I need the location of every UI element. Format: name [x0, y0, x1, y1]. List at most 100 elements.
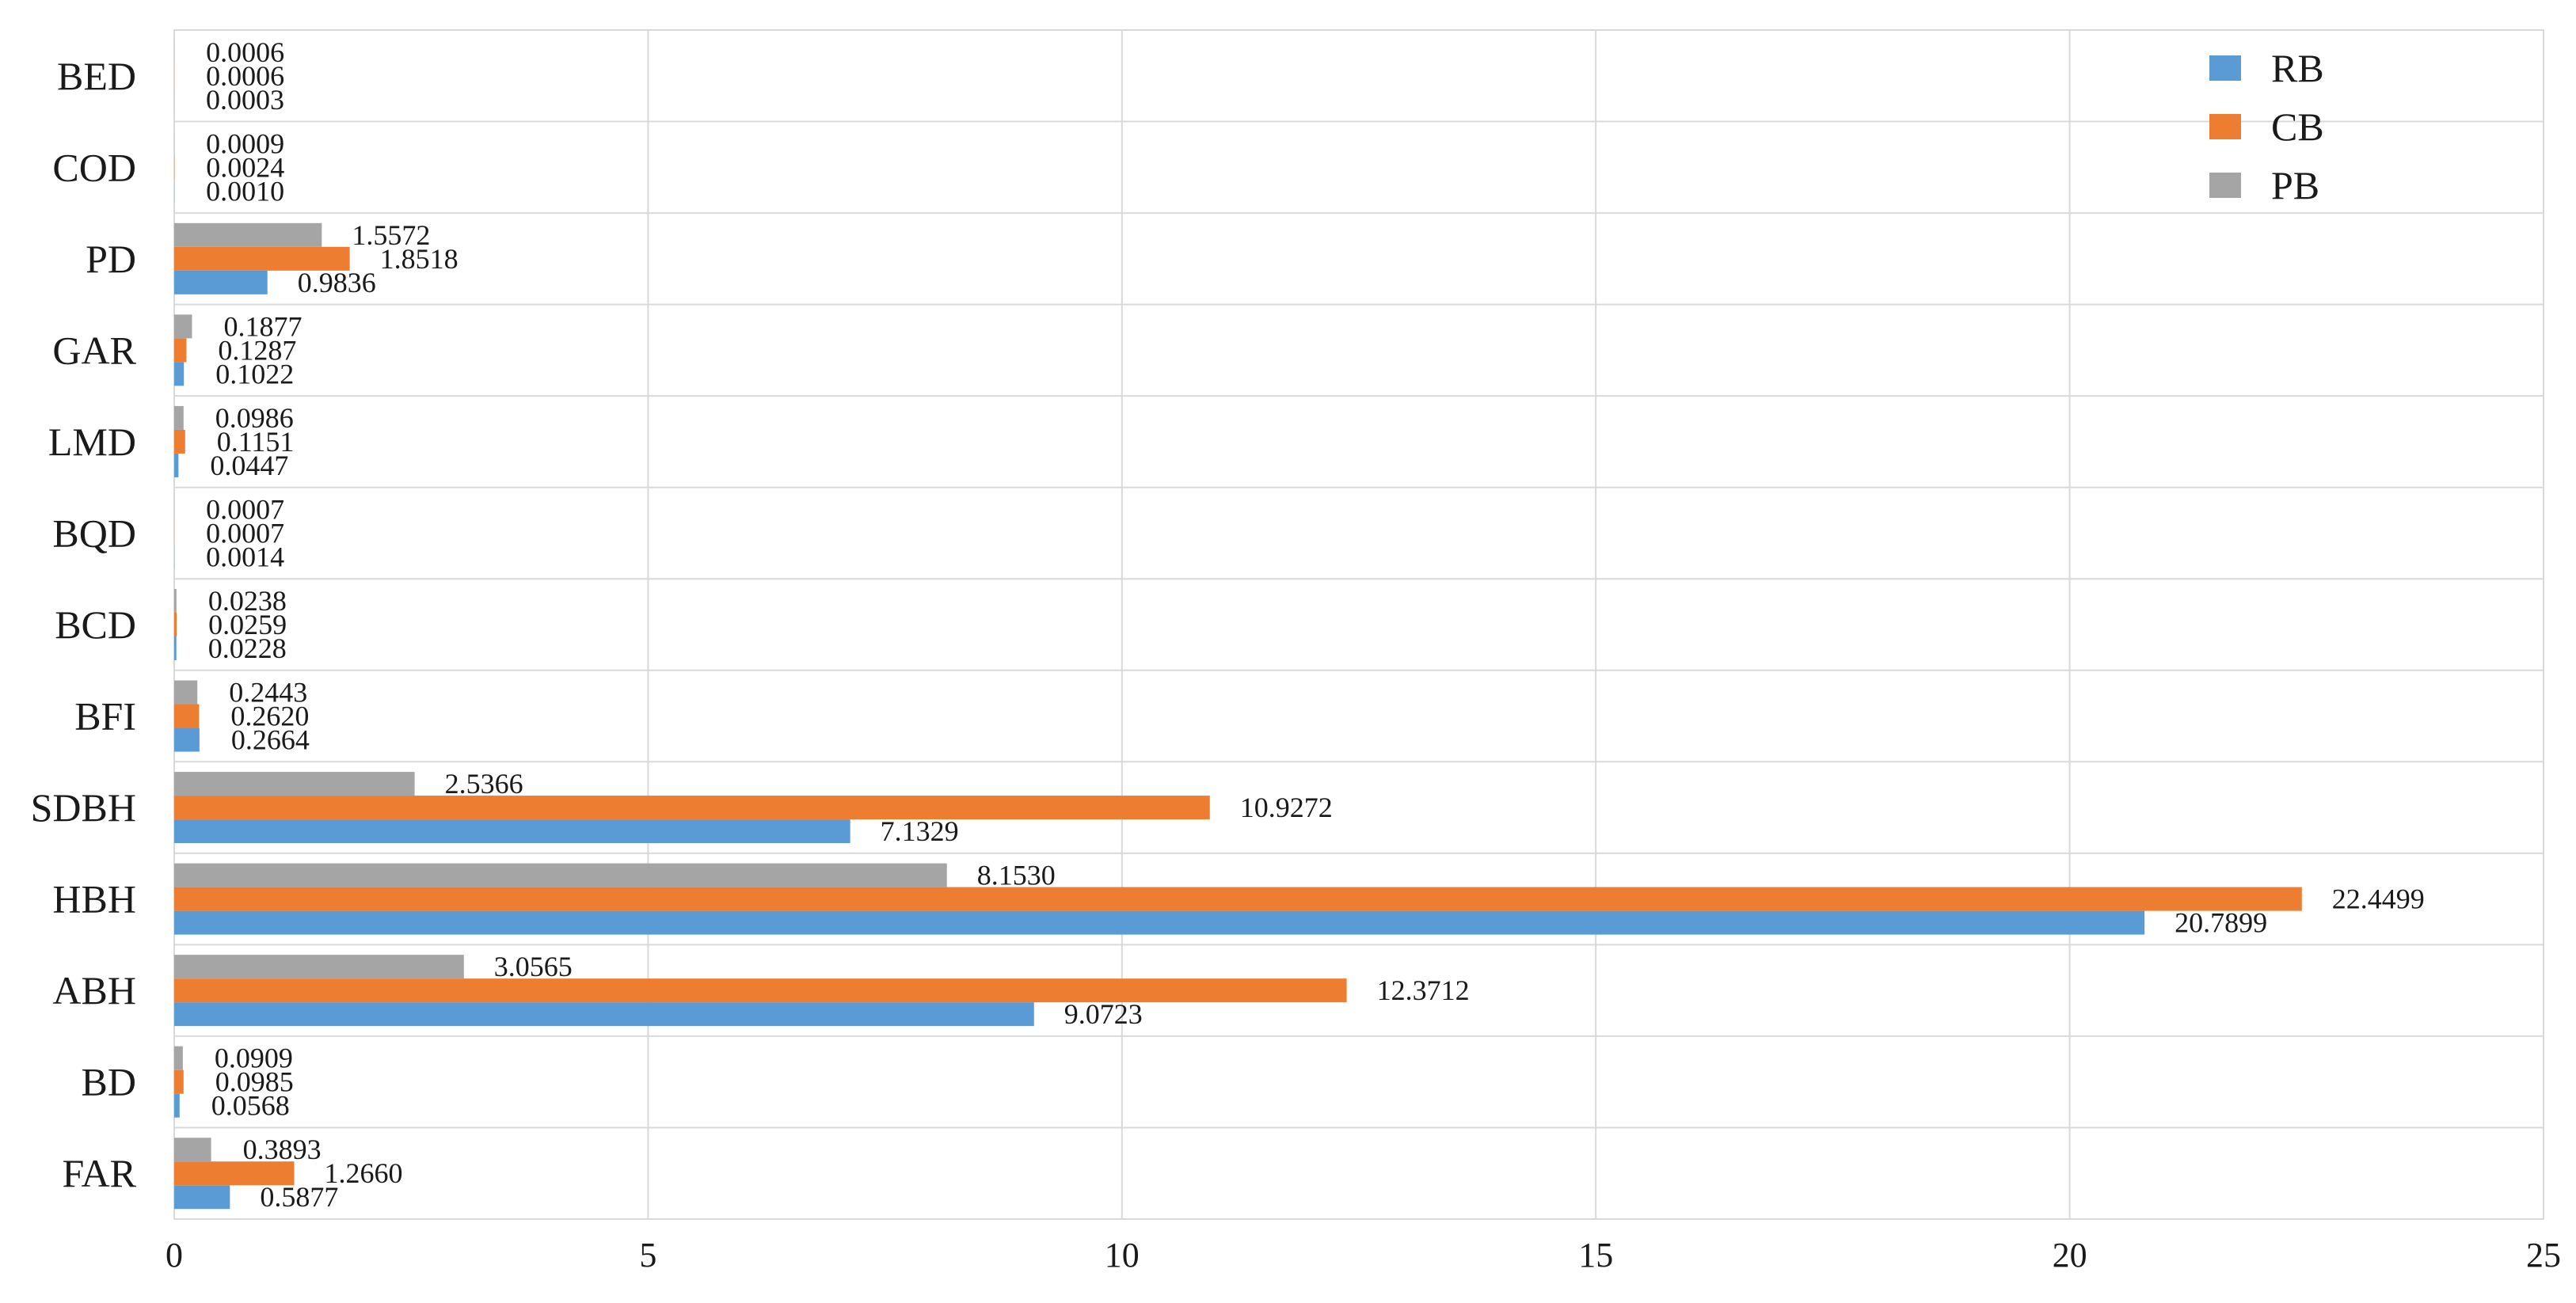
data-label-pb: 0.0909	[215, 1043, 293, 1074]
data-label-pb: 1.5572	[352, 219, 430, 251]
bar-cb	[174, 796, 1210, 820]
data-label-rb: 0.0447	[210, 450, 288, 481]
data-label-pb: 0.2443	[229, 677, 307, 708]
data-label-cb: 0.0024	[206, 151, 284, 183]
category-label: SDBH	[31, 785, 136, 830]
x-tick-label: 15	[1578, 1236, 1613, 1275]
bar-pb	[174, 589, 177, 613]
bar-cb	[174, 429, 185, 454]
data-label-pb: 0.3893	[243, 1134, 322, 1165]
bar-pb	[174, 1138, 211, 1162]
bar-pb	[174, 1046, 183, 1070]
category-label: ABH	[52, 968, 136, 1012]
bar-rb	[174, 636, 177, 660]
data-label-pb: 0.0007	[206, 493, 284, 525]
legend: RB CB PB	[2209, 46, 2324, 207]
data-label-rb: 0.2664	[231, 724, 310, 756]
data-label-rb: 0.9836	[298, 267, 376, 298]
bar-cb	[174, 978, 1347, 1003]
legend-swatch-cb	[2209, 114, 2241, 139]
bar-layer	[174, 40, 2302, 1210]
bar-pb	[174, 772, 415, 796]
grid-layer	[173, 29, 2544, 1220]
category-label: COD	[52, 145, 136, 189]
data-label-cb: 0.0259	[208, 609, 287, 640]
bar-rb	[174, 362, 185, 386]
data-label-rb: 0.5877	[260, 1181, 338, 1213]
bar-pb	[174, 222, 322, 247]
data-label-pb: 8.1530	[977, 860, 1056, 891]
category-label: HBH	[52, 877, 136, 921]
bar-pb	[174, 405, 184, 430]
x-tick-label: 0	[166, 1236, 183, 1275]
bar-pb	[174, 955, 464, 979]
legend-swatch-rb	[2209, 55, 2241, 81]
bar-cb	[174, 338, 187, 363]
bar-rb	[174, 727, 200, 752]
data-label-pb: 0.0986	[215, 402, 294, 434]
data-label-cb: 1.2660	[325, 1157, 403, 1189]
data-label-pb: 0.0009	[206, 127, 284, 159]
data-label-rb: 0.0003	[206, 84, 284, 116]
data-label-cb: 0.0006	[206, 60, 284, 92]
bar-cb	[174, 613, 177, 636]
bar-rb	[174, 1093, 180, 1118]
x-tick-label: 20	[2053, 1236, 2087, 1275]
data-label-pb: 3.0565	[494, 951, 573, 982]
category-label: FAR	[62, 1151, 136, 1195]
bar-cb	[174, 1069, 184, 1094]
data-label-pb: 0.0006	[206, 36, 284, 68]
bar-rb	[174, 1185, 230, 1210]
bar-cb	[174, 704, 200, 728]
x-tick-label: 25	[2526, 1236, 2561, 1275]
bar-cb	[174, 1161, 295, 1186]
data-label-rb: 0.0228	[208, 633, 287, 664]
bar-pb	[174, 680, 198, 705]
legend-label-cb: CB	[2271, 104, 2324, 149]
legend-swatch-pb	[2209, 173, 2241, 198]
data-label-cb: 22.4499	[2332, 883, 2425, 915]
bar-pb	[174, 863, 947, 887]
data-label-pb: 0.0238	[208, 585, 287, 617]
plot-frame	[173, 29, 2544, 1220]
x-tick-label: 10	[1105, 1236, 1140, 1275]
category-label: LMD	[48, 420, 136, 464]
data-label-cb: 10.9272	[1240, 792, 1333, 823]
data-label-rb: 0.0010	[206, 175, 284, 207]
bar-pb	[174, 314, 192, 339]
category-label: BED	[57, 54, 136, 98]
data-label-cb: 0.0007	[206, 517, 284, 549]
bar-rb	[174, 270, 268, 294]
bar-rb	[174, 819, 850, 844]
bar-cb	[174, 246, 350, 271]
data-label-cb: 0.0985	[215, 1066, 294, 1098]
category-label: BFI	[74, 694, 136, 739]
data-label-rb: 0.0568	[211, 1090, 290, 1122]
data-label-rb: 0.0014	[206, 541, 284, 572]
legend-label-rb: RB	[2271, 46, 2324, 90]
data-label-cb: 0.2620	[230, 701, 309, 732]
data-label-rb: 7.1329	[881, 815, 959, 847]
category-label: BQD	[52, 511, 136, 555]
bar-rb	[174, 910, 2145, 935]
axis-layer: 0 5 10 15 20 25 BED COD PD GAR LMD BQD BCD BFI SDBH HBH…	[31, 54, 2561, 1275]
bar-rb	[174, 1002, 1034, 1027]
category-label: PD	[86, 237, 136, 281]
bar-rb	[174, 453, 179, 477]
data-label-rb: 9.0723	[1064, 998, 1143, 1030]
data-label-cb: 0.1151	[217, 426, 295, 458]
x-tick-label: 5	[639, 1236, 656, 1275]
data-label-cb: 0.1287	[218, 334, 296, 366]
category-label: GAR	[52, 328, 136, 372]
legend-label-pb: PB	[2271, 163, 2319, 207]
data-label-rb: 20.7899	[2175, 907, 2267, 939]
data-label-pb: 2.5366	[445, 768, 523, 800]
data-label-layer: 0.00030.00060.00060.00100.00240.00090.98…	[206, 36, 2425, 1213]
data-label-rb: 0.1022	[215, 358, 294, 389]
data-label-pb: 0.1877	[223, 310, 302, 342]
data-label-cb: 1.8518	[380, 243, 459, 275]
data-label-cb: 12.3712	[1377, 974, 1470, 1006]
bar-cb	[174, 887, 2302, 911]
category-label: BCD	[55, 602, 136, 647]
